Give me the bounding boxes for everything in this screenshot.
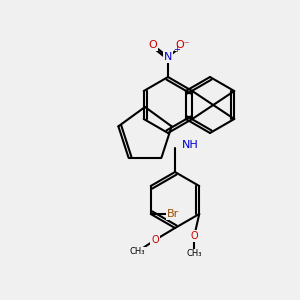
Text: O⁻: O⁻ bbox=[176, 40, 190, 50]
Text: N: N bbox=[164, 52, 172, 62]
Text: O: O bbox=[151, 235, 159, 245]
Text: +: + bbox=[173, 45, 180, 54]
Text: O: O bbox=[148, 40, 158, 50]
Text: Br: Br bbox=[167, 209, 179, 219]
Text: CH₃: CH₃ bbox=[187, 250, 202, 259]
Text: O: O bbox=[190, 231, 198, 241]
Text: NH: NH bbox=[182, 140, 198, 150]
Text: CH₃: CH₃ bbox=[129, 248, 145, 256]
